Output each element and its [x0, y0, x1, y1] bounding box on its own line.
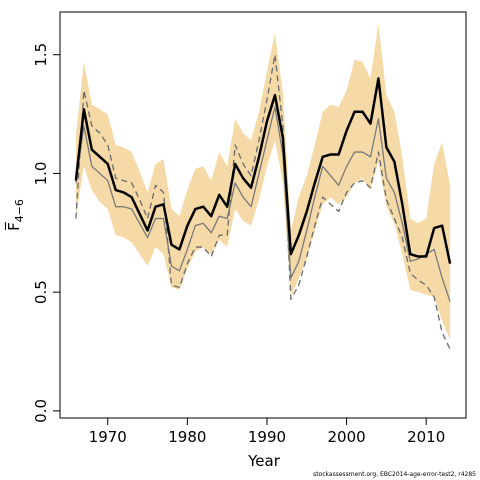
x-axis-title: Year	[247, 452, 281, 470]
x-axis: 1970 1980 1990 2000 2010	[89, 417, 445, 446]
series-line-black-solid	[74, 77, 452, 264]
series-layer	[74, 54, 452, 350]
y-tick-label: 0.5	[32, 280, 50, 304]
series-line-grey-dashed	[75, 54, 451, 350]
y-axis-title-main: F̅	[4, 221, 23, 231]
y-tick-label: 0.0	[32, 399, 50, 423]
x-tick-label: 2010	[407, 428, 445, 446]
y-axis-title: F̅4−6	[4, 199, 26, 231]
y-axis-title-sub: 4−6	[13, 199, 26, 222]
x-tick-label: 2000	[327, 428, 365, 446]
y-axis: 0.0 0.5 1.0 1.5	[32, 43, 61, 423]
x-tick-label: 1980	[168, 428, 206, 446]
x-tick-label: 1990	[248, 428, 286, 446]
y-tick-label: 1.0	[32, 162, 50, 186]
y-tick-label: 1.5	[32, 43, 50, 67]
y-axis-title-group: F̅4−6	[4, 199, 26, 231]
x-tick-label: 1970	[89, 428, 127, 446]
footer-credit: stockassessment.org, EBC2014-age-error-t…	[313, 471, 476, 478]
series-line-grey-solid	[75, 106, 451, 302]
